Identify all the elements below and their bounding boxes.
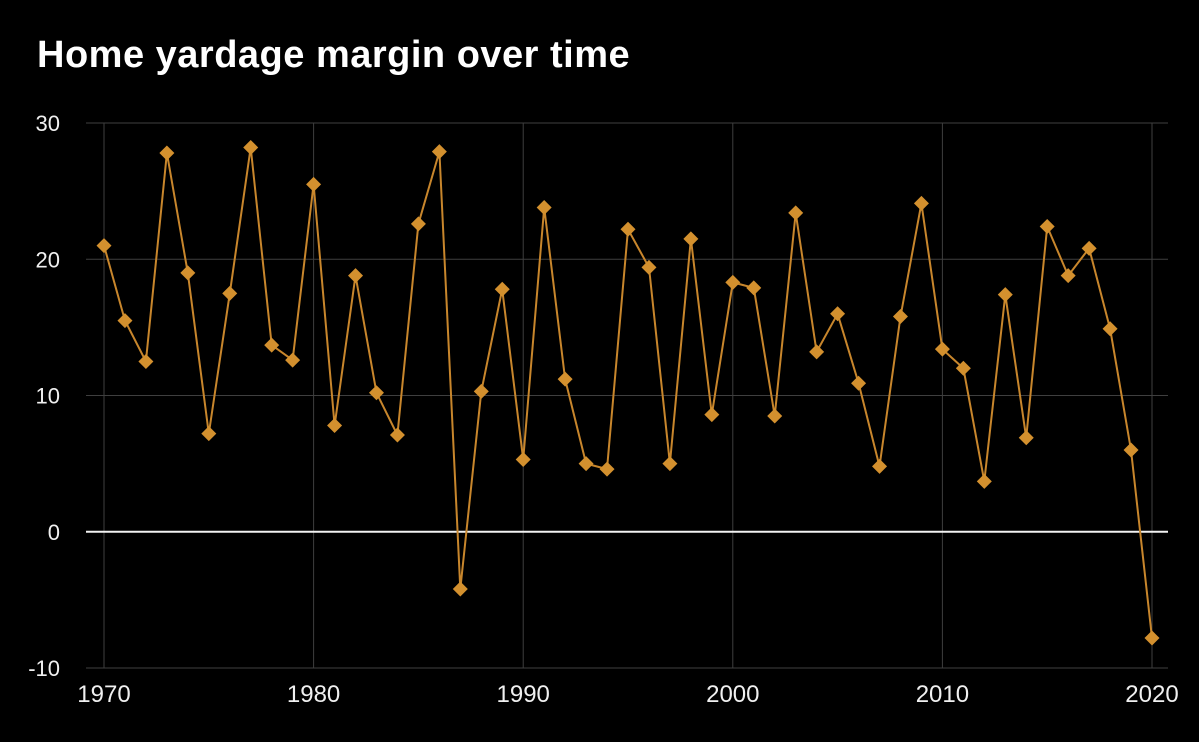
data-point: [515, 452, 531, 468]
gridlines: [86, 122, 1168, 669]
data-point: [410, 216, 426, 232]
y-tick-label: 30: [36, 111, 60, 136]
data-point: [138, 353, 154, 369]
data-point: [494, 281, 510, 297]
data-point: [934, 341, 950, 357]
data-point: [662, 456, 678, 472]
data-point: [872, 458, 888, 474]
data-point: [1018, 430, 1034, 446]
x-tick-label: 1980: [287, 681, 340, 708]
data-point: [976, 473, 992, 489]
y-tick-label: 10: [36, 384, 60, 409]
data-point: [599, 461, 615, 477]
data-point: [746, 280, 762, 296]
axis-labels: -10 0 10 20 30 1970 1980 1990 2000 2010 2020: [28, 111, 1178, 708]
data-point: [159, 145, 175, 161]
data-point: [892, 308, 908, 324]
data-point: [306, 176, 322, 192]
data-point: [997, 287, 1013, 303]
data-point: [830, 306, 846, 322]
data-point: [452, 581, 468, 597]
data-point: [851, 375, 867, 391]
data-point: [389, 427, 405, 443]
y-tick-label: 0: [48, 520, 60, 545]
y-tick-label: 20: [36, 247, 60, 272]
data-point: [788, 205, 804, 221]
data-point: [620, 221, 636, 237]
data-point: [285, 352, 301, 368]
data-point: [180, 265, 196, 281]
data-point: [641, 259, 657, 275]
data-point: [243, 140, 259, 156]
y-tick-label: -10: [28, 656, 60, 681]
data-point: [1081, 240, 1097, 256]
data-point: [1102, 321, 1118, 337]
data-point: [117, 313, 133, 329]
chart-title: Home yardage margin over time: [37, 34, 631, 76]
data-point: [536, 199, 552, 215]
data-point: [767, 408, 783, 424]
data-point: [1123, 442, 1139, 458]
data-point: [431, 144, 447, 160]
data-point: [1039, 219, 1055, 235]
x-tick-label: 2000: [706, 681, 759, 708]
x-tick-label: 1970: [77, 681, 130, 708]
x-tick-label: 1990: [497, 681, 550, 708]
data-point: [473, 383, 489, 399]
data-point: [955, 360, 971, 376]
data-point: [327, 417, 343, 433]
data-point: [348, 268, 364, 284]
data-point: [704, 407, 720, 423]
data-point: [913, 195, 929, 211]
data-point: [578, 456, 594, 472]
series-markers: [96, 140, 1160, 646]
data-point: [557, 371, 573, 387]
x-tick-label: 2020: [1125, 681, 1178, 708]
data-point: [264, 337, 280, 353]
data-point: [201, 426, 217, 442]
data-point: [222, 285, 238, 301]
x-tick-label: 2010: [916, 681, 969, 708]
series-line: [103, 146, 1153, 639]
data-point: [1144, 630, 1160, 646]
data-point: [368, 385, 384, 401]
data-point: [1060, 268, 1076, 284]
data-point: [725, 274, 741, 290]
data-point: [683, 231, 699, 247]
data-point: [96, 238, 112, 254]
data-point: [809, 344, 825, 360]
